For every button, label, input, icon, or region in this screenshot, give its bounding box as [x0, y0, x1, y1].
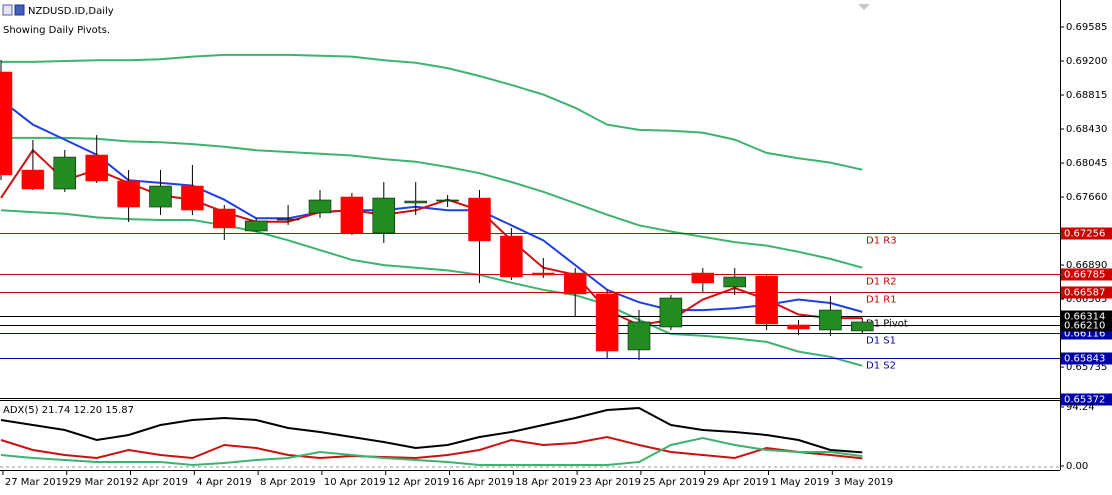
price-tag-label: 0.66785: [1064, 270, 1105, 281]
price-tag: [1061, 227, 1112, 240]
candle-body: [468, 197, 491, 242]
y-tick-label: 0.69200: [1066, 56, 1107, 67]
adx-title: ADX(5) 21.74 12.20 15.87: [3, 405, 134, 416]
y-tick-label: 0.69585: [1066, 22, 1107, 33]
pivot-label: D1 R2: [866, 277, 897, 288]
candle-body: [244, 220, 268, 232]
x-tick-label: 10 Apr 2019: [324, 477, 386, 488]
axes: 0.69585 0.69200 0.68815 0.68430 0.68045 0.676…: [2, 22, 1112, 488]
y-tick-label: 0.68045: [1066, 158, 1107, 169]
y-tick-label: 0.00: [1066, 461, 1088, 472]
x-tick-label: 27 Mar 2019: [5, 477, 68, 488]
price-tag-label: 0.67256: [1064, 229, 1105, 240]
candle-body: [53, 156, 77, 190]
price-tag-label: 0.65843: [1064, 354, 1105, 365]
candle-body: [436, 199, 459, 202]
indicator-line: [0, 148, 863, 327]
x-tick-label: 29 Mar 2019: [69, 477, 132, 488]
indicator-line: [0, 209, 863, 367]
adx-line: [0, 435, 863, 460]
chart-subtitle: Showing Daily Pivots.: [3, 25, 110, 36]
candle-body: [595, 293, 619, 352]
indicator-line: [1, 136, 863, 269]
adx-line: [0, 406, 863, 454]
candle-body: [181, 185, 204, 211]
candle-body: [0, 71, 13, 176]
price-tag-label: 0.66314: [1064, 312, 1105, 323]
candle-body: [85, 154, 108, 182]
adx-panel: [0, 406, 863, 467]
x-tick-label: 25 Apr 2019: [643, 477, 705, 488]
y-tick-label: 0.65735: [1066, 362, 1107, 373]
price-tag: [1061, 268, 1112, 281]
chart-title: NZDUSD.ID,Daily: [28, 6, 114, 17]
candle-body: [691, 272, 715, 284]
x-tick-label: 8 Apr 2019: [260, 477, 315, 488]
candle-body: [787, 324, 810, 330]
y-tick-label: 0.68815: [1066, 90, 1107, 101]
candle-body: [532, 272, 555, 276]
shift-marker: [858, 4, 870, 10]
price-tag-label: 0.66587: [1064, 288, 1105, 299]
x-tick-label: 12 Apr 2019: [388, 477, 450, 488]
price-tag-label: 0.65372: [1064, 395, 1105, 406]
indicator-line: [1, 53, 863, 171]
candle-body: [308, 199, 332, 214]
candle-body: [563, 272, 587, 295]
y-tick-label: 0.66505: [1066, 294, 1107, 305]
candle-body: [819, 309, 842, 331]
candle-body: [276, 218, 300, 221]
candle-body: [755, 275, 778, 325]
candle-body: [340, 196, 364, 234]
price-tag: [1061, 352, 1112, 365]
price-tag: [1061, 286, 1112, 299]
pivot-label: D1 R3: [866, 236, 897, 247]
candle-body: [659, 297, 683, 328]
icon: [14, 4, 25, 16]
price-tag: [1061, 393, 1112, 406]
price-tag-label: 0.66116: [1064, 329, 1105, 340]
pivot-label: D1 R1: [866, 295, 897, 306]
pivot-label: D1 Pivot: [866, 319, 908, 330]
x-tick-label: 29 Apr 2019: [707, 477, 769, 488]
candle-body: [500, 235, 523, 278]
y-tick-label: 94.24: [1066, 402, 1095, 413]
x-tick-label: 2 Apr 2019: [133, 477, 188, 488]
indicator-line: [0, 99, 863, 313]
y-tick-label: 0.68430: [1066, 124, 1107, 135]
x-tick-label: 18 Apr 2019: [515, 477, 577, 488]
y-tick-label: 0.67660: [1066, 192, 1107, 203]
x-tick-label: 16 Apr 2019: [452, 477, 514, 488]
candle-body: [21, 169, 45, 190]
price-tag-label: 0.66210: [1064, 321, 1105, 332]
y-tick-label: 0.66890: [1066, 260, 1107, 271]
candle-body: [723, 276, 746, 288]
candle-body: [213, 208, 236, 229]
x-tick-label: 23 Apr 2019: [579, 477, 641, 488]
x-tick-label: 3 May 2019: [834, 477, 893, 488]
pivot-label: D1 S2: [866, 361, 896, 372]
x-tick-label: 4 Apr 2019: [196, 477, 251, 488]
candle-body: [117, 180, 140, 208]
candle-body: [851, 321, 874, 332]
price-panel: D1 R3 D1 R2 D1 R1 D1 Pivot D1 S1 D1 S2: [0, 53, 1060, 372]
price-tag: [1061, 319, 1112, 332]
x-tick-label: 1 May 2019: [771, 477, 830, 488]
pivot-label: D1 S1: [866, 336, 896, 347]
icon: [2, 4, 13, 16]
candle-body: [372, 197, 396, 234]
candle-body: [404, 200, 427, 204]
candle-body: [149, 185, 172, 208]
candle-body: [627, 321, 651, 351]
adx-line: [0, 436, 863, 467]
